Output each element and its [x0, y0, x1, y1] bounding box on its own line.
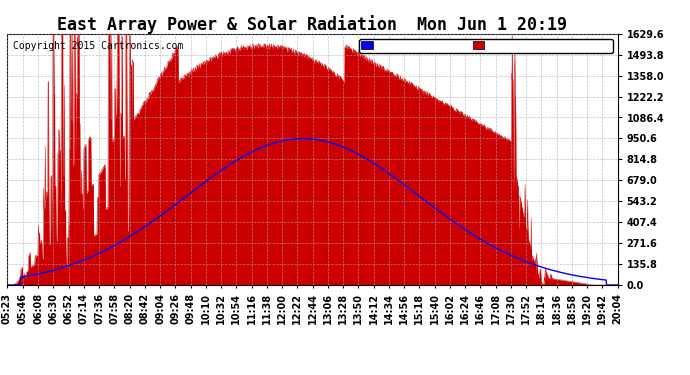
Legend: Radiation (w/m2), East Array (DC Watts): Radiation (w/m2), East Array (DC Watts) [359, 39, 613, 53]
Text: Copyright 2015 Cartronics.com: Copyright 2015 Cartronics.com [13, 41, 184, 51]
Title: East Array Power & Solar Radiation  Mon Jun 1 20:19: East Array Power & Solar Radiation Mon J… [57, 15, 567, 34]
